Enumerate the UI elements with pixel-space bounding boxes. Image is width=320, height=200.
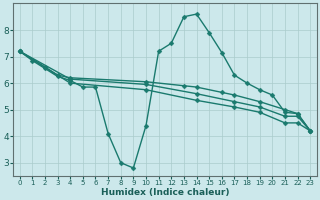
X-axis label: Humidex (Indice chaleur): Humidex (Indice chaleur): [101, 188, 229, 197]
